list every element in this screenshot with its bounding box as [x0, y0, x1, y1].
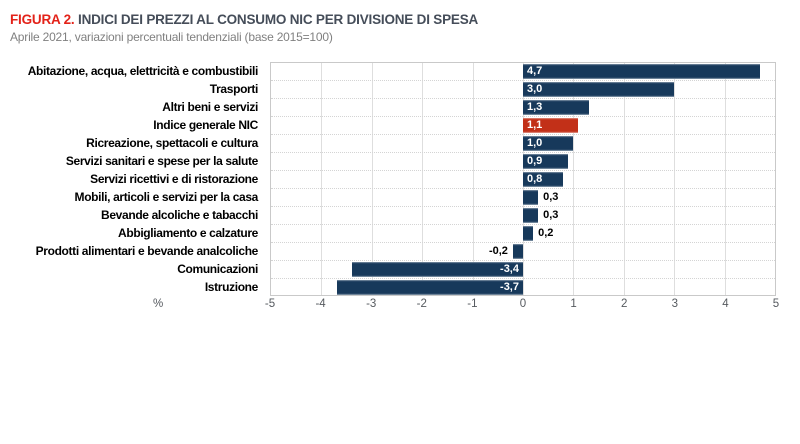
- chart-title-main: INDICI DEI PREZZI AL CONSUMO NIC PER DIV…: [74, 12, 479, 27]
- x-tick-label: 1: [570, 298, 577, 310]
- value-label: 1,1: [527, 119, 543, 131]
- category-label: Servizi ricettivi e di ristorazione: [90, 172, 258, 186]
- bars-layer: 4,7 3,0 1,3 1,1 1,0 0,9 0,8 0,3 0,3 0,2 -0,2 -3,4 -3…: [271, 63, 775, 295]
- vertical-gridline: [422, 63, 424, 295]
- vertical-gridline: [724, 63, 726, 295]
- bar-row: -3,7: [271, 279, 775, 297]
- bar: [512, 244, 523, 259]
- bar-row: 0,9: [271, 153, 775, 171]
- value-label: 0,2: [538, 227, 554, 239]
- x-tick-label: 4: [722, 298, 729, 310]
- vertical-gridline: [623, 63, 625, 295]
- axis-unit-label: %: [153, 298, 164, 310]
- bar: [523, 82, 675, 97]
- value-label: -0,2: [488, 245, 508, 257]
- vertical-gridline: [321, 63, 323, 295]
- bar-highlight: [523, 118, 579, 133]
- bar-row: 1,1: [271, 117, 775, 135]
- category-label: Indice generale NIC: [153, 118, 258, 132]
- bar: [523, 172, 564, 187]
- vertical-gridline: [472, 63, 474, 295]
- bar: [523, 226, 534, 241]
- bar: [351, 262, 523, 277]
- bar: [523, 190, 539, 205]
- category-label: Abbigliamento e calzature: [118, 226, 258, 240]
- bar-row: 1,0: [271, 135, 775, 153]
- category-label: Abitazione, acqua, elettricità e combust…: [27, 64, 259, 78]
- x-tick-label: -5: [264, 298, 276, 310]
- bar-row: -0,2: [271, 243, 775, 261]
- bar-row: 0,3: [271, 189, 775, 207]
- chart-title-accent: FIGURA 2.: [10, 12, 75, 27]
- category-axis: Abitazione, acqua, elettricità e combust…: [0, 62, 264, 296]
- category-label: Istruzione: [204, 280, 259, 294]
- chart-subtitle: Aprile 2021, variazioni percentuali tend…: [10, 30, 333, 44]
- x-tick-label: 3: [671, 298, 678, 310]
- bar-row: 0,3: [271, 207, 775, 225]
- bar-row: -3,4: [271, 261, 775, 279]
- value-label: -3,7: [500, 281, 519, 293]
- bar-row: 1,3: [271, 99, 775, 117]
- value-label: 1,0: [527, 137, 543, 149]
- category-label: Servizi sanitari e spese per la salute: [65, 154, 259, 168]
- vertical-gridline: [371, 63, 373, 295]
- value-label: 0,8: [527, 173, 543, 185]
- value-label: 0,3: [543, 191, 559, 203]
- x-tick-label: 0: [519, 298, 527, 310]
- x-axis-ticks: -5 -4 -3 -2 -1 0 1 2 3 4 5: [265, 298, 780, 314]
- value-label: 3,0: [527, 83, 543, 95]
- bar-row: 0,8: [271, 171, 775, 189]
- plot-area: 4,7 3,0 1,3 1,1 1,0 0,9 0,8 0,3 0,3 0,2 -0,2 -3,4 -3…: [270, 62, 776, 296]
- x-tick-label: -4: [315, 298, 326, 310]
- chart-title: FIGURA 2. INDICI DEI PREZZI AL CONSUMO N…: [10, 12, 478, 27]
- bar-row: 0,2: [271, 225, 775, 243]
- bar: [523, 136, 574, 151]
- bar: [523, 154, 569, 169]
- x-tick-label: 2: [620, 298, 628, 310]
- value-label: 0,9: [527, 155, 543, 167]
- x-tick-label: 5: [772, 298, 780, 310]
- category-label: Altri beni e servizi: [162, 100, 258, 114]
- category-label: Comunicazioni: [177, 262, 258, 276]
- bar: [523, 100, 589, 115]
- vertical-gridline: [573, 63, 575, 295]
- x-tick-label: -2: [416, 298, 427, 310]
- x-tick-label: -1: [467, 298, 478, 310]
- vertical-gridline: [674, 63, 676, 295]
- category-label: Prodotti alimentari e bevande analcolich…: [35, 244, 259, 258]
- value-label: 4,7: [527, 65, 543, 77]
- bar: [523, 208, 539, 223]
- value-label: 0,3: [543, 209, 559, 221]
- category-label: Trasporti: [209, 82, 259, 96]
- bar: [336, 280, 523, 295]
- category-label: Mobili, articoli e servizi per la casa: [74, 190, 259, 204]
- category-label: Ricreazione, spettacoli e cultura: [86, 136, 258, 150]
- bar: [523, 64, 760, 79]
- bar-row: 4,7: [271, 63, 775, 81]
- value-label: -3,4: [500, 263, 519, 275]
- bar-row: 3,0: [271, 81, 775, 99]
- category-label: Bevande alcoliche e tabacchi: [101, 208, 258, 222]
- x-tick-label: -3: [366, 298, 377, 310]
- value-label: 1,3: [527, 101, 543, 113]
